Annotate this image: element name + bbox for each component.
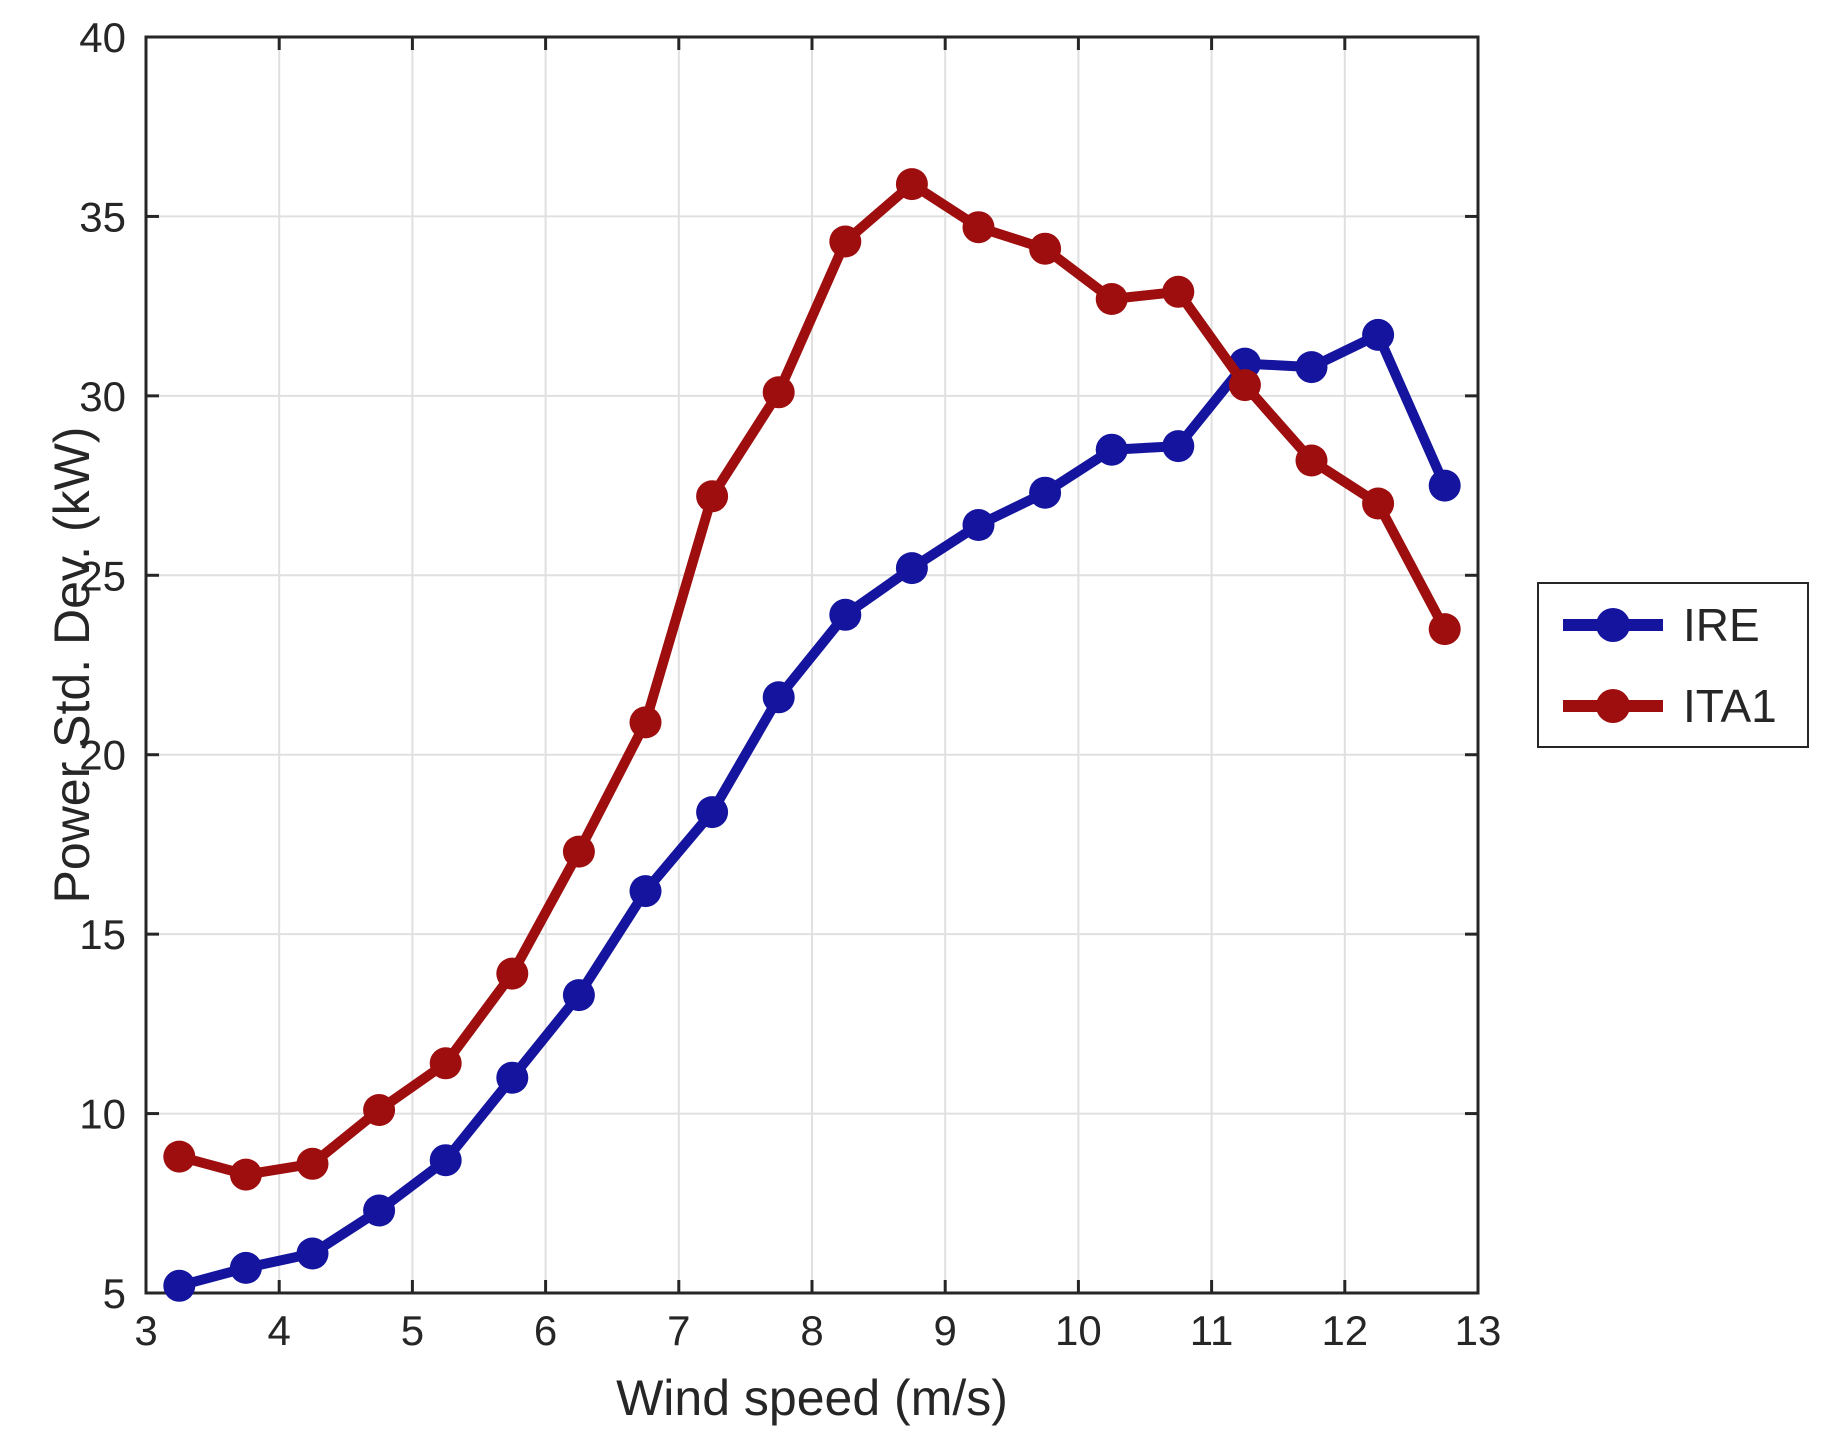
svg-text:13: 13: [1455, 1307, 1502, 1354]
svg-text:10: 10: [1055, 1307, 1102, 1354]
y-axis-label: Power Std. Dev. (kW): [44, 426, 100, 904]
svg-text:5: 5: [401, 1307, 424, 1354]
svg-text:11: 11: [1190, 1307, 1234, 1354]
svg-text:15: 15: [79, 911, 126, 958]
svg-text:12: 12: [1321, 1307, 1368, 1354]
svg-text:6: 6: [534, 1307, 557, 1354]
svg-text:35: 35: [79, 193, 126, 240]
svg-text:4: 4: [268, 1307, 291, 1354]
ita1-series-swatch-icon: [1563, 688, 1663, 723]
legend-entry-ire: IRE: [1563, 602, 1807, 648]
gridlines: [146, 37, 1478, 1293]
tick-marks: [144, 35, 1480, 1295]
x-tick-labels: 3 4 5 6 7 8 9 10 11 12 13: [134, 1307, 1501, 1354]
svg-text:25: 25: [79, 552, 126, 599]
y-tick-labels: 5 10 15 20 25 30 35 40: [79, 14, 126, 1317]
svg-text:10: 10: [79, 1091, 126, 1138]
ire-series-swatch-icon: [1563, 607, 1663, 642]
svg-text:9: 9: [934, 1307, 957, 1354]
svg-text:3: 3: [134, 1307, 157, 1354]
svg-text:20: 20: [79, 732, 126, 779]
svg-text:40: 40: [79, 14, 126, 61]
svg-text:8: 8: [800, 1307, 823, 1354]
legend-label-ire: IRE: [1683, 598, 1760, 651]
legend-label-ita1: ITA1: [1683, 679, 1777, 732]
series-ITA1: [163, 168, 1461, 1191]
legend-entry-ita1: ITA1: [1563, 683, 1807, 729]
x-axis-label: Wind speed (m/s): [616, 1370, 1008, 1426]
svg-text:5: 5: [103, 1270, 126, 1317]
svg-text:7: 7: [667, 1307, 690, 1354]
legend: IRE ITA1: [1537, 582, 1809, 748]
svg-text:30: 30: [79, 373, 126, 420]
